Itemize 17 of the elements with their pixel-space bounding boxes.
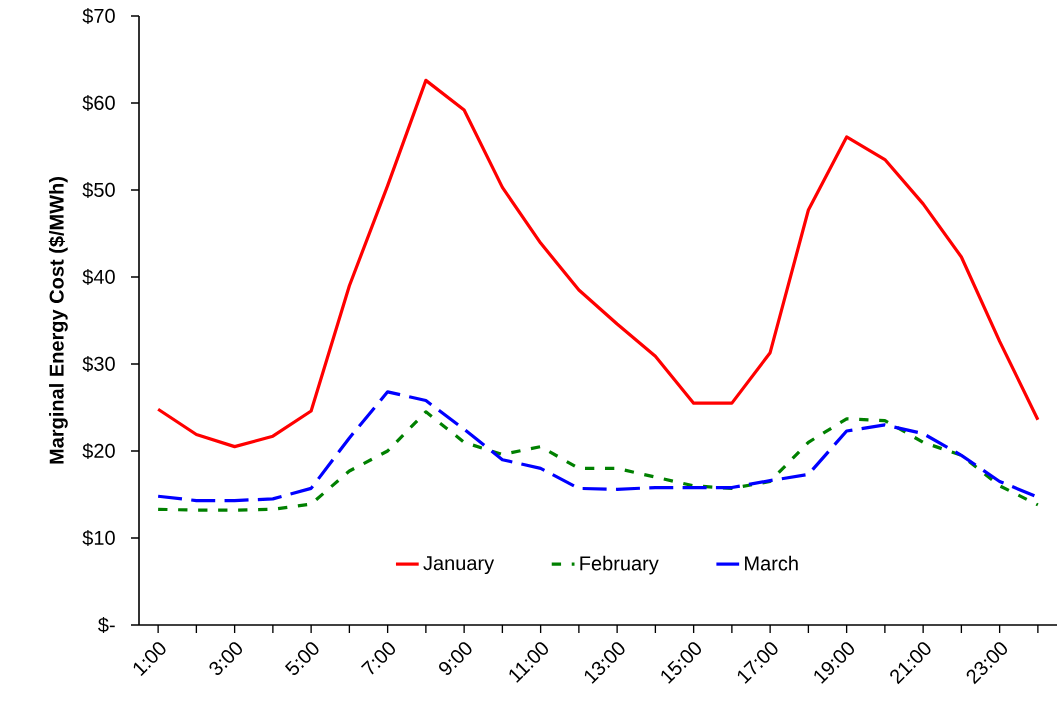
legend-label: February <box>580 555 659 575</box>
y-tick-label: $50 <box>82 181 115 199</box>
y-tick-label: $- <box>98 616 115 634</box>
x-tick-label: 7:00 <box>360 642 396 675</box>
x-tick-label: 3:00 <box>209 642 243 675</box>
y-tick-label: $30 <box>82 355 115 373</box>
y-tick-label: $60 <box>82 94 115 112</box>
y-tick-label: $70 <box>82 7 115 25</box>
y-tick-label: $20 <box>82 442 115 460</box>
y-tick-label: $10 <box>82 529 115 547</box>
x-tick-label: 5:00 <box>284 642 319 676</box>
y-axis-title: Marginal Energy Cost ($/MWh) <box>48 177 68 464</box>
x-tick-label: 9:00 <box>439 642 472 675</box>
legend-label: January <box>423 556 495 575</box>
y-tick-label: $40 <box>82 268 115 286</box>
legend-label: March <box>745 555 798 571</box>
line-series <box>156 78 1040 449</box>
